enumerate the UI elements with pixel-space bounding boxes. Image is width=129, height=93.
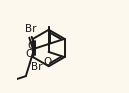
Text: O: O — [27, 41, 36, 51]
Text: O: O — [43, 57, 52, 67]
Text: O: O — [26, 49, 34, 59]
Text: Br: Br — [31, 62, 43, 72]
Text: Br: Br — [25, 24, 36, 34]
